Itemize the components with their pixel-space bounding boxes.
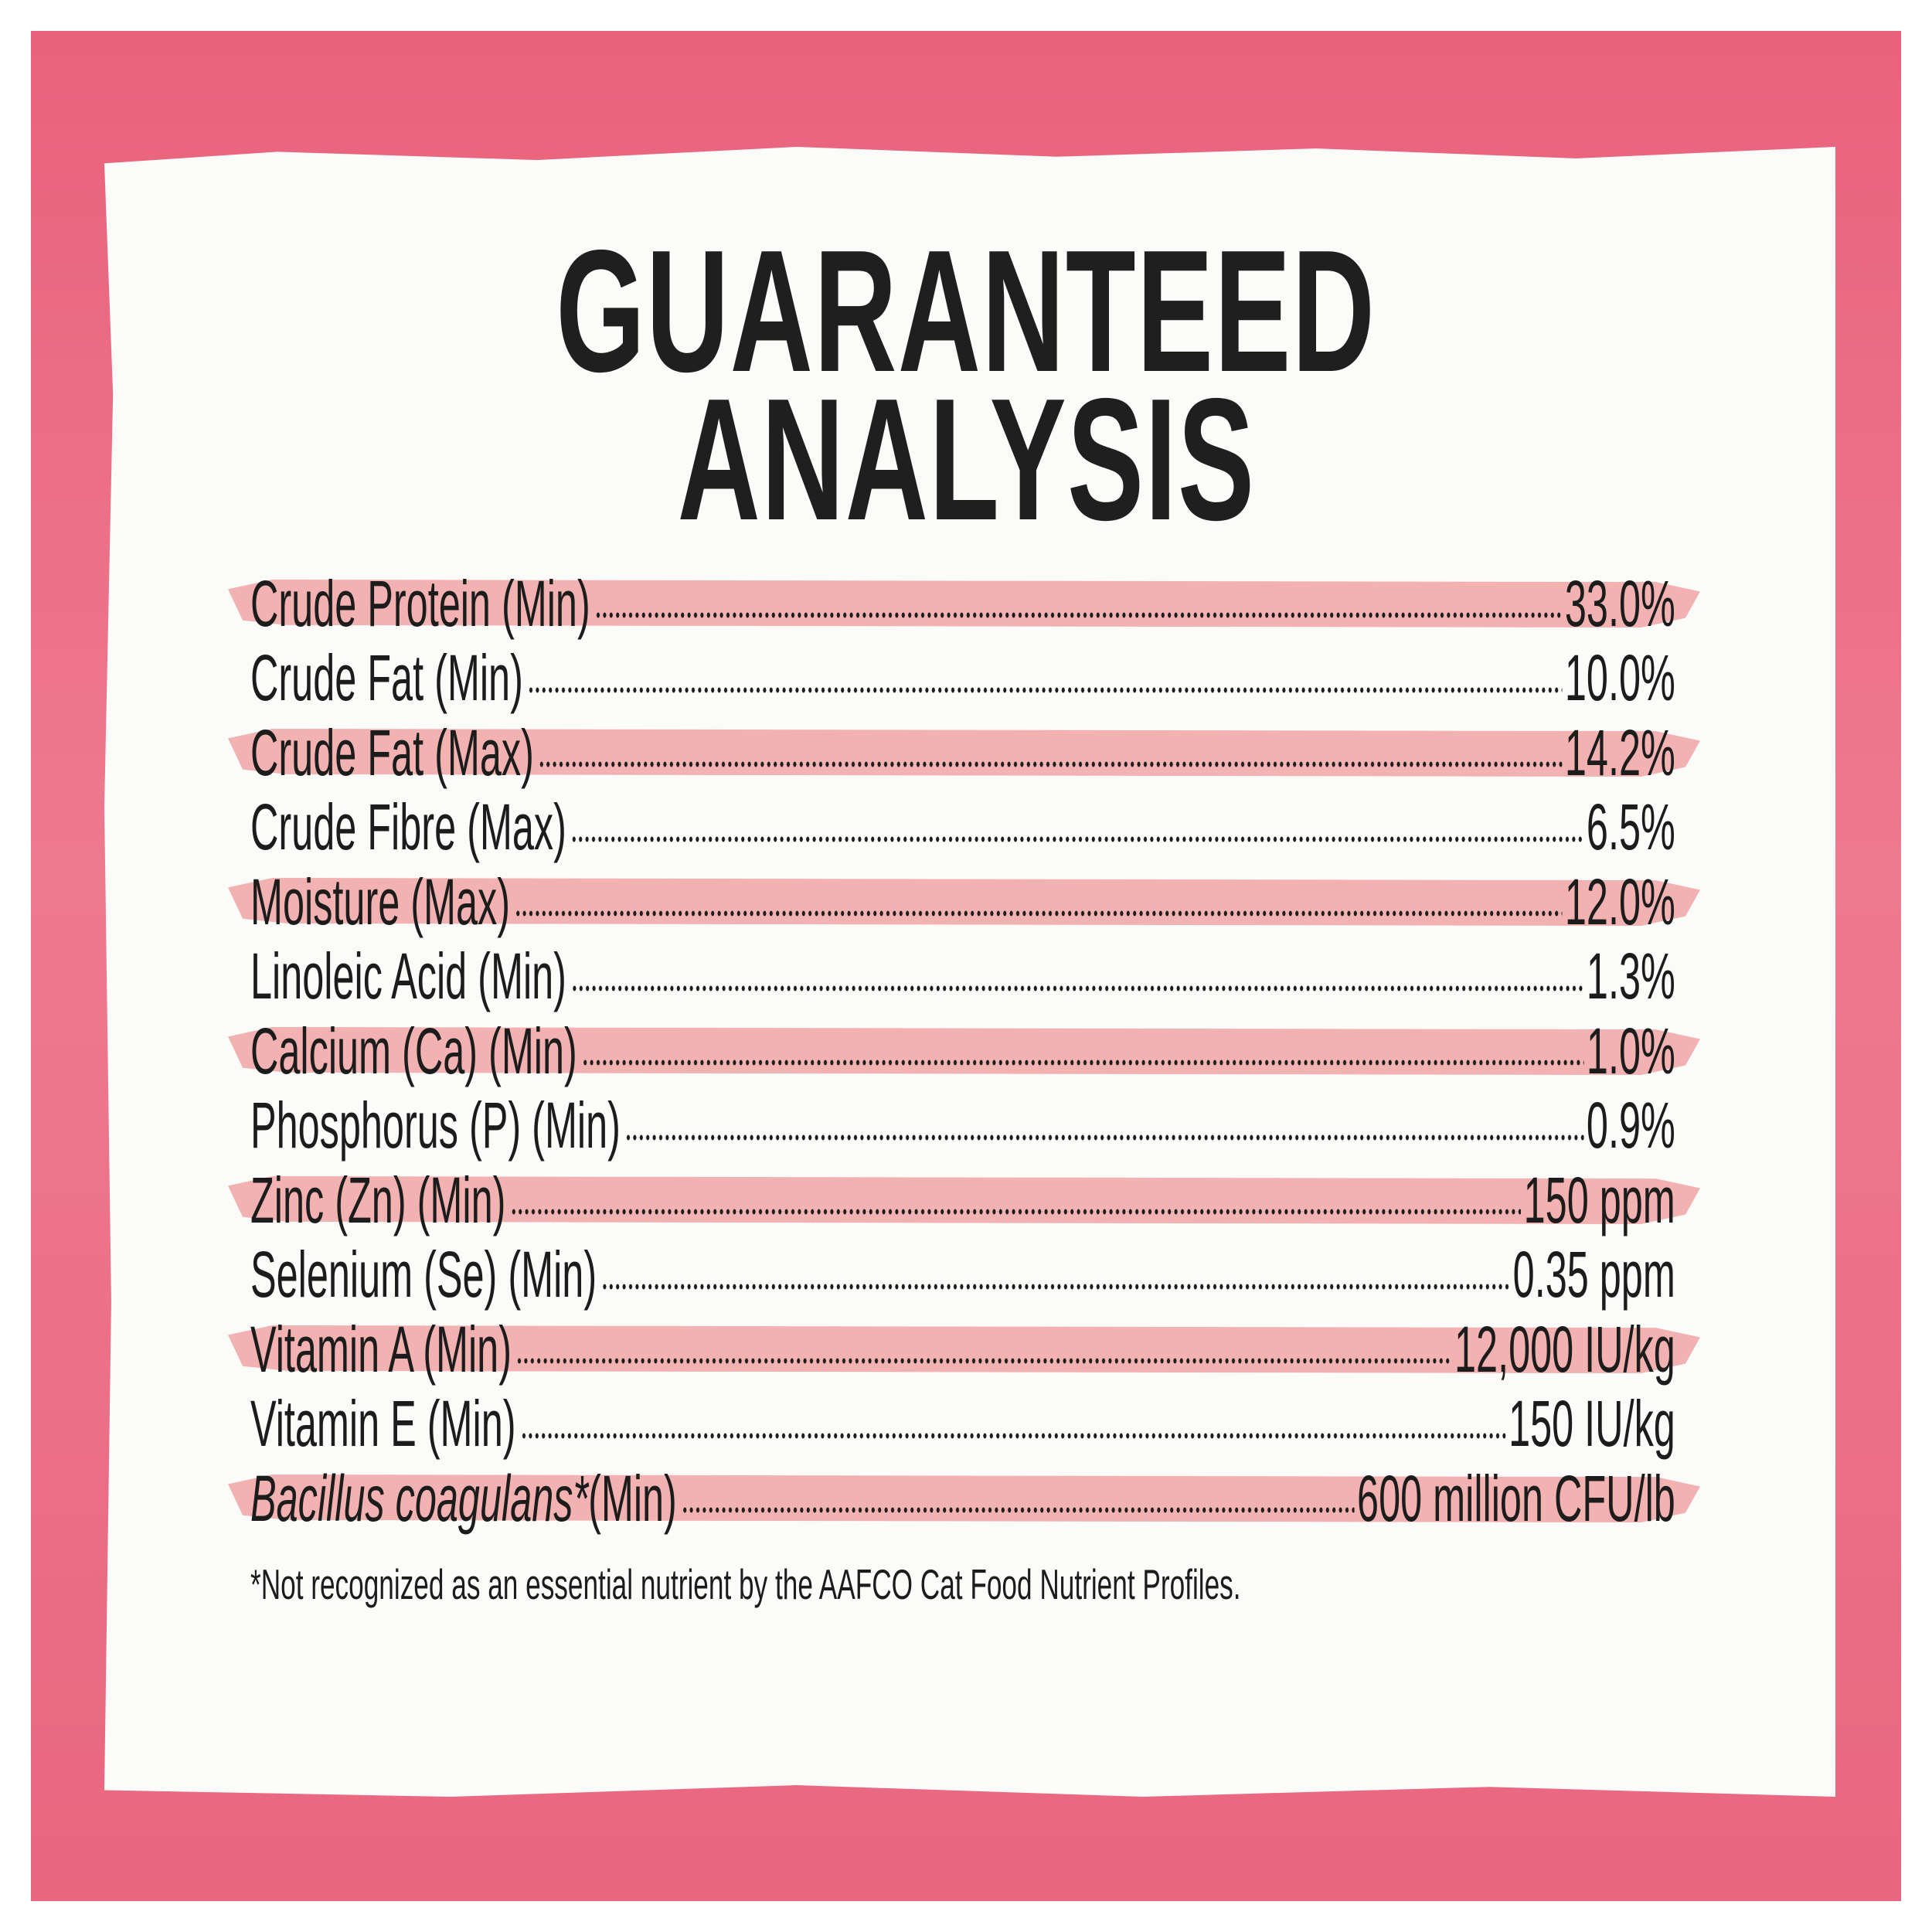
nutrient-value: 12,000 IU/kg xyxy=(1454,1312,1675,1386)
dot-leader xyxy=(510,1207,1522,1216)
table-row: Linoleic Acid (Min) 1.3% xyxy=(250,940,1675,1014)
nutrient-label: Bacillus coagulans*(Min) xyxy=(250,1461,677,1536)
nutrient-value: 0.35 ppm xyxy=(1512,1238,1675,1311)
nutrient-label-text: Calcium (Ca) (Min) xyxy=(250,1014,577,1087)
nutrient-value: 0.9% xyxy=(1586,1089,1675,1162)
nutrient-label: Selenium (Se) (Min) xyxy=(250,1237,597,1312)
nutrient-value: 1.3% xyxy=(1586,940,1675,1012)
title-text: ANALYSIS xyxy=(677,362,1255,556)
dot-leader xyxy=(681,1505,1355,1515)
nutrient-label: Calcium (Ca) (Min) xyxy=(250,1014,577,1089)
nutrient-label: Crude Protein (Min) xyxy=(250,566,590,641)
dot-leader xyxy=(624,1132,1584,1142)
table-row: Calcium (Ca) (Min) 1.0% xyxy=(250,1014,1675,1088)
dot-leader xyxy=(515,909,1563,918)
title-line-1: GUARANTEED xyxy=(0,224,1932,398)
table-row: Phosphorus (P) (Min) 0.9% xyxy=(250,1089,1675,1163)
nutrient-label: Linoleic Acid (Min) xyxy=(250,939,566,1014)
nutrient-label-text: Moisture (Max) xyxy=(250,865,511,938)
nutrient-label-italic: Bacillus coagulans* xyxy=(250,1461,589,1535)
nutrient-value: 600 million CFU/lb xyxy=(1357,1461,1675,1535)
table-row: Vitamin A (Min) 12,000 IU/kg xyxy=(250,1312,1675,1386)
dot-leader xyxy=(570,983,1584,993)
dot-leader xyxy=(601,1281,1511,1291)
nutrient-label: Crude Fat (Max) xyxy=(250,716,534,791)
nutrient-label: Zinc (Zn) (Min) xyxy=(250,1163,505,1238)
table-row: Crude Fat (Max) 14.2% xyxy=(250,716,1675,790)
footnote: *Not recognized as an essential nutrient… xyxy=(250,1560,1241,1608)
table-row: Zinc (Zn) (Min) 150 ppm xyxy=(250,1163,1675,1237)
nutrient-label-text: (Min) xyxy=(588,1461,677,1535)
title-text: GUARANTEED xyxy=(556,213,1376,408)
table-row: Moisture (Max) 12.0% xyxy=(250,865,1675,939)
table-row: Vitamin E (Min) 150 IU/kg xyxy=(250,1387,1675,1461)
nutrient-label: Crude Fat (Min) xyxy=(250,641,523,716)
nutrient-label: Crude Fibre (Max) xyxy=(250,790,566,865)
nutrient-label-text: Crude Fibre (Max) xyxy=(250,791,566,863)
table-row: Bacillus coagulans*(Min) 600 million CFU/… xyxy=(250,1461,1675,1536)
dot-leader xyxy=(581,1058,1584,1067)
nutrient-label-text: Selenium (Se) (Min) xyxy=(250,1238,597,1311)
dot-leader xyxy=(538,760,1563,769)
dot-leader xyxy=(515,1356,1452,1366)
nutrient-label-text: Zinc (Zn) (Min) xyxy=(250,1163,506,1236)
nutrient-value: 6.5% xyxy=(1586,791,1675,863)
dot-leader xyxy=(520,1430,1506,1440)
table-row: Crude Fibre (Max) 6.5% xyxy=(250,791,1675,865)
dot-leader xyxy=(594,611,1563,620)
nutrient-value: 150 ppm xyxy=(1523,1163,1675,1236)
nutrient-label-text: Vitamin A (Min) xyxy=(250,1312,512,1386)
nutrient-label-text: Crude Protein (Min) xyxy=(250,566,590,640)
nutrient-value: 12.0% xyxy=(1564,865,1675,938)
nutrient-label-text: Linoleic Acid (Min) xyxy=(250,940,566,1012)
dot-leader xyxy=(570,834,1584,844)
nutrient-value: 33.0% xyxy=(1564,566,1675,640)
nutrient-value: 1.0% xyxy=(1586,1014,1675,1087)
nutrient-label-text: Phosphorus (P) (Min) xyxy=(250,1089,621,1162)
dot-leader xyxy=(527,685,1563,695)
nutrient-label-text: Vitamin E (Min) xyxy=(250,1387,516,1460)
nutrient-label-text: Crude Fat (Max) xyxy=(250,716,534,789)
nutrient-label: Moisture (Max) xyxy=(250,865,510,940)
nutrient-label-text: Crude Fat (Min) xyxy=(250,641,523,714)
table-row: Selenium (Se) (Min) 0.35 ppm xyxy=(250,1238,1675,1312)
nutrient-label: Vitamin E (Min) xyxy=(250,1386,516,1461)
nutrient-value: 10.0% xyxy=(1564,641,1675,714)
table-row: Crude Fat (Min) 10.0% xyxy=(250,641,1675,716)
nutrient-label: Phosphorus (P) (Min) xyxy=(250,1088,621,1163)
title-line-2: ANALYSIS xyxy=(0,372,1932,546)
nutrient-label: Vitamin A (Min) xyxy=(250,1312,512,1387)
nutrient-value: 14.2% xyxy=(1564,716,1675,789)
nutrient-value: 150 IU/kg xyxy=(1509,1387,1675,1460)
table-row: Crude Protein (Min) 33.0% xyxy=(250,566,1675,641)
